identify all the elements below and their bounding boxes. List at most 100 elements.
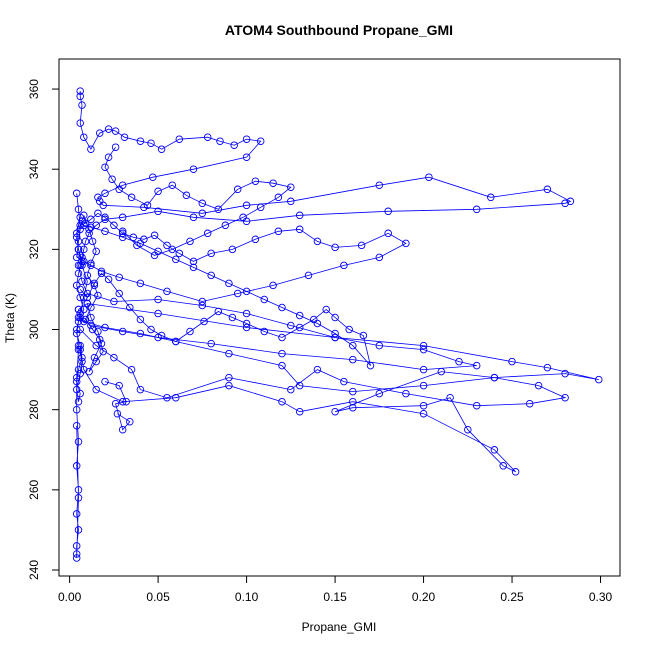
y-tick-label: 320 [27,239,41,259]
data-point [251,235,260,244]
data-point [140,203,148,212]
data-point [94,193,102,202]
data-point [111,399,120,408]
data-point [88,325,97,334]
data-point [154,247,162,256]
data-point [419,345,428,354]
data-point [189,257,198,266]
x-axis: 0.00 0.05 0.10 0.15 0.20 0.25 0.30 [58,575,613,604]
data-point [295,225,304,234]
data-point [375,341,384,350]
data-point [198,199,207,208]
data-point [304,271,313,280]
data-point [72,281,81,290]
y-tick-label: 280 [27,399,41,419]
data-point [487,193,495,202]
data-point [446,393,454,402]
data-point [118,425,127,434]
data-point [104,125,113,133]
y-axis-label: Theta (K) [3,293,17,343]
data-point [74,317,83,326]
data-point [74,237,83,246]
data-point [120,133,129,141]
data-point [101,215,109,224]
data-point [101,213,109,222]
data-point [566,197,575,206]
data-point [419,365,428,374]
data-point [419,401,428,410]
data-point [402,389,410,398]
data-point [331,407,339,416]
data-point [76,221,84,230]
data-point [97,267,106,276]
data-point [207,271,215,280]
data-point [464,425,472,434]
data-point [340,377,348,386]
series-line [76,349,79,559]
data-point [313,319,322,328]
data-point [118,327,127,336]
data-point [287,385,295,394]
data-point [233,185,242,194]
data-point [92,385,100,394]
data-point [113,409,122,418]
data-point [242,309,251,318]
data-point [313,365,322,374]
data-point [242,153,251,161]
data-point [198,209,207,218]
series-line [104,146,292,256]
data-point [74,269,83,278]
data-point [228,313,237,322]
data-point [256,203,265,212]
y-tick-label: 260 [27,480,41,500]
data-point [101,227,109,236]
data-point [127,365,136,374]
data-point [154,309,162,318]
data-point [83,299,92,308]
data-point [126,303,134,312]
data-point [74,494,83,502]
data-point [375,181,384,189]
data-point [72,542,81,550]
series-line [78,265,477,371]
data-point [97,269,106,278]
data-point [74,305,83,314]
x-tick-label: 0.15 [323,590,347,604]
data-point [136,137,145,145]
data-point [186,237,194,246]
data-point [287,183,295,191]
data-point [87,145,95,153]
x-tick-label: 0.00 [58,590,82,604]
data-point [543,363,552,372]
data-point [136,279,145,288]
data-point [189,165,198,173]
data-point [157,331,166,340]
data-point [136,239,145,248]
data-point [127,193,136,202]
y-tick-label: 340 [27,159,41,179]
y-tick-label: 360 [27,79,41,99]
data-point [225,279,233,288]
data-point [94,291,102,300]
data-point [72,405,81,414]
data-point [175,135,184,143]
data-point [182,191,191,200]
data-point [242,201,251,210]
series-line [104,381,131,431]
data-point [269,179,277,187]
data-point [118,229,127,238]
data-point [78,101,86,109]
data-point [74,365,83,374]
data-point [92,247,100,256]
data-point [110,353,118,362]
data-point [595,375,603,384]
data-point [214,307,223,316]
data-point [95,335,104,344]
data-point [80,211,88,220]
x-tick-label: 0.05 [146,590,170,604]
data-point [278,333,286,342]
data-point [110,221,118,230]
data-point [490,446,499,454]
data-point [472,205,481,214]
data-point [331,243,339,252]
